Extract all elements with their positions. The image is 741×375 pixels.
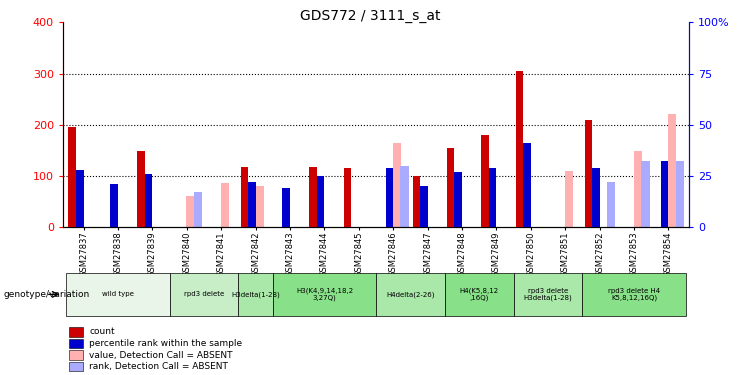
- Bar: [386, 168, 393, 227]
- Bar: [668, 114, 677, 227]
- Text: genotype/variation: genotype/variation: [4, 290, 90, 299]
- FancyBboxPatch shape: [67, 273, 170, 316]
- Text: H4delta(2-26): H4delta(2-26): [386, 291, 435, 298]
- Bar: [70, 362, 83, 371]
- Bar: [70, 327, 83, 337]
- Bar: [565, 171, 574, 227]
- Bar: [489, 168, 496, 227]
- Bar: [447, 148, 454, 227]
- Bar: [454, 172, 462, 227]
- Bar: [400, 166, 409, 227]
- Bar: [144, 174, 153, 227]
- Bar: [248, 182, 256, 227]
- Bar: [641, 162, 650, 227]
- Bar: [523, 143, 531, 227]
- Text: rpd3 delete H4
K5,8,12,16Q): rpd3 delete H4 K5,8,12,16Q): [608, 288, 660, 301]
- Text: H3delta(1-28): H3delta(1-28): [231, 291, 280, 298]
- Text: value, Detection Call = ABSENT: value, Detection Call = ABSENT: [90, 351, 233, 360]
- Bar: [585, 120, 592, 227]
- Bar: [70, 350, 83, 360]
- Bar: [607, 182, 615, 227]
- Bar: [282, 188, 290, 227]
- Bar: [309, 167, 317, 227]
- Bar: [110, 184, 118, 227]
- Text: rank, Detection Call = ABSENT: rank, Detection Call = ABSENT: [90, 362, 228, 371]
- Bar: [344, 168, 351, 227]
- Text: H3(K4,9,14,18,2
3,27Q): H3(K4,9,14,18,2 3,27Q): [296, 287, 353, 302]
- Text: GDS772 / 3111_s_at: GDS772 / 3111_s_at: [300, 9, 441, 23]
- Bar: [592, 168, 599, 227]
- Bar: [76, 170, 84, 227]
- Bar: [68, 127, 76, 227]
- Bar: [221, 183, 229, 227]
- FancyBboxPatch shape: [376, 273, 445, 316]
- Bar: [420, 186, 428, 227]
- Bar: [676, 162, 684, 227]
- Text: rpd3 delete
H3delta(1-28): rpd3 delete H3delta(1-28): [524, 288, 573, 301]
- Bar: [634, 151, 642, 227]
- Bar: [516, 71, 523, 227]
- Bar: [187, 196, 195, 227]
- Bar: [317, 176, 325, 227]
- FancyBboxPatch shape: [273, 273, 376, 316]
- FancyBboxPatch shape: [170, 273, 239, 316]
- Bar: [255, 186, 264, 227]
- Bar: [194, 192, 202, 227]
- Text: percentile rank within the sample: percentile rank within the sample: [90, 339, 242, 348]
- Text: H4(K5,8,12
,16Q): H4(K5,8,12 ,16Q): [459, 287, 499, 302]
- Bar: [413, 176, 420, 227]
- Text: count: count: [90, 327, 115, 336]
- FancyBboxPatch shape: [239, 273, 273, 316]
- FancyBboxPatch shape: [514, 273, 582, 316]
- Bar: [661, 162, 668, 227]
- FancyBboxPatch shape: [445, 273, 514, 316]
- Text: wild type: wild type: [102, 291, 134, 297]
- Bar: [137, 151, 144, 227]
- FancyBboxPatch shape: [582, 273, 685, 316]
- Bar: [482, 135, 489, 227]
- Bar: [393, 142, 401, 227]
- Text: rpd3 delete: rpd3 delete: [184, 291, 225, 297]
- Bar: [241, 166, 248, 227]
- Bar: [70, 339, 83, 348]
